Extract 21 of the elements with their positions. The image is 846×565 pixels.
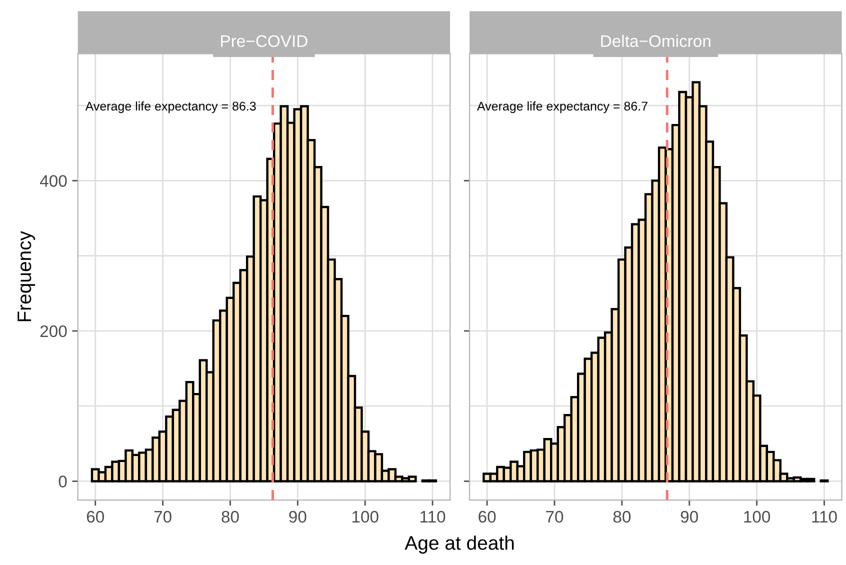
y-tick-label: 200 [40, 325, 67, 338]
annotation: Average life expectancy = 86.3 [85, 101, 256, 114]
y-axis-title: Frequency [18, 230, 36, 322]
x-tick-label: 80 [613, 510, 631, 523]
x-tick-label: 60 [478, 510, 496, 523]
x-tick-label: 90 [680, 510, 698, 523]
x-axis-title: Age at death [404, 536, 514, 554]
annotation: Average life expectancy = 86.7 [477, 101, 648, 114]
y-tick-label: 0 [58, 476, 67, 488]
x-tick-label: 70 [546, 510, 564, 523]
x-tick-label: 90 [289, 510, 306, 523]
x-tick-label: 70 [154, 510, 172, 523]
x-tick-label: 110 [812, 510, 837, 523]
chart-title: Delta−Omicron [601, 34, 710, 47]
x-tick-label: 110 [420, 510, 446, 523]
y-tick-label: 400 [40, 175, 67, 187]
x-tick-label: 80 [222, 510, 239, 523]
x-tick-label: 100 [744, 510, 770, 523]
x-tick-label: 100 [352, 510, 378, 523]
x-tick-label: 60 [86, 510, 104, 523]
chart-title: Pre−COVID [221, 35, 308, 47]
